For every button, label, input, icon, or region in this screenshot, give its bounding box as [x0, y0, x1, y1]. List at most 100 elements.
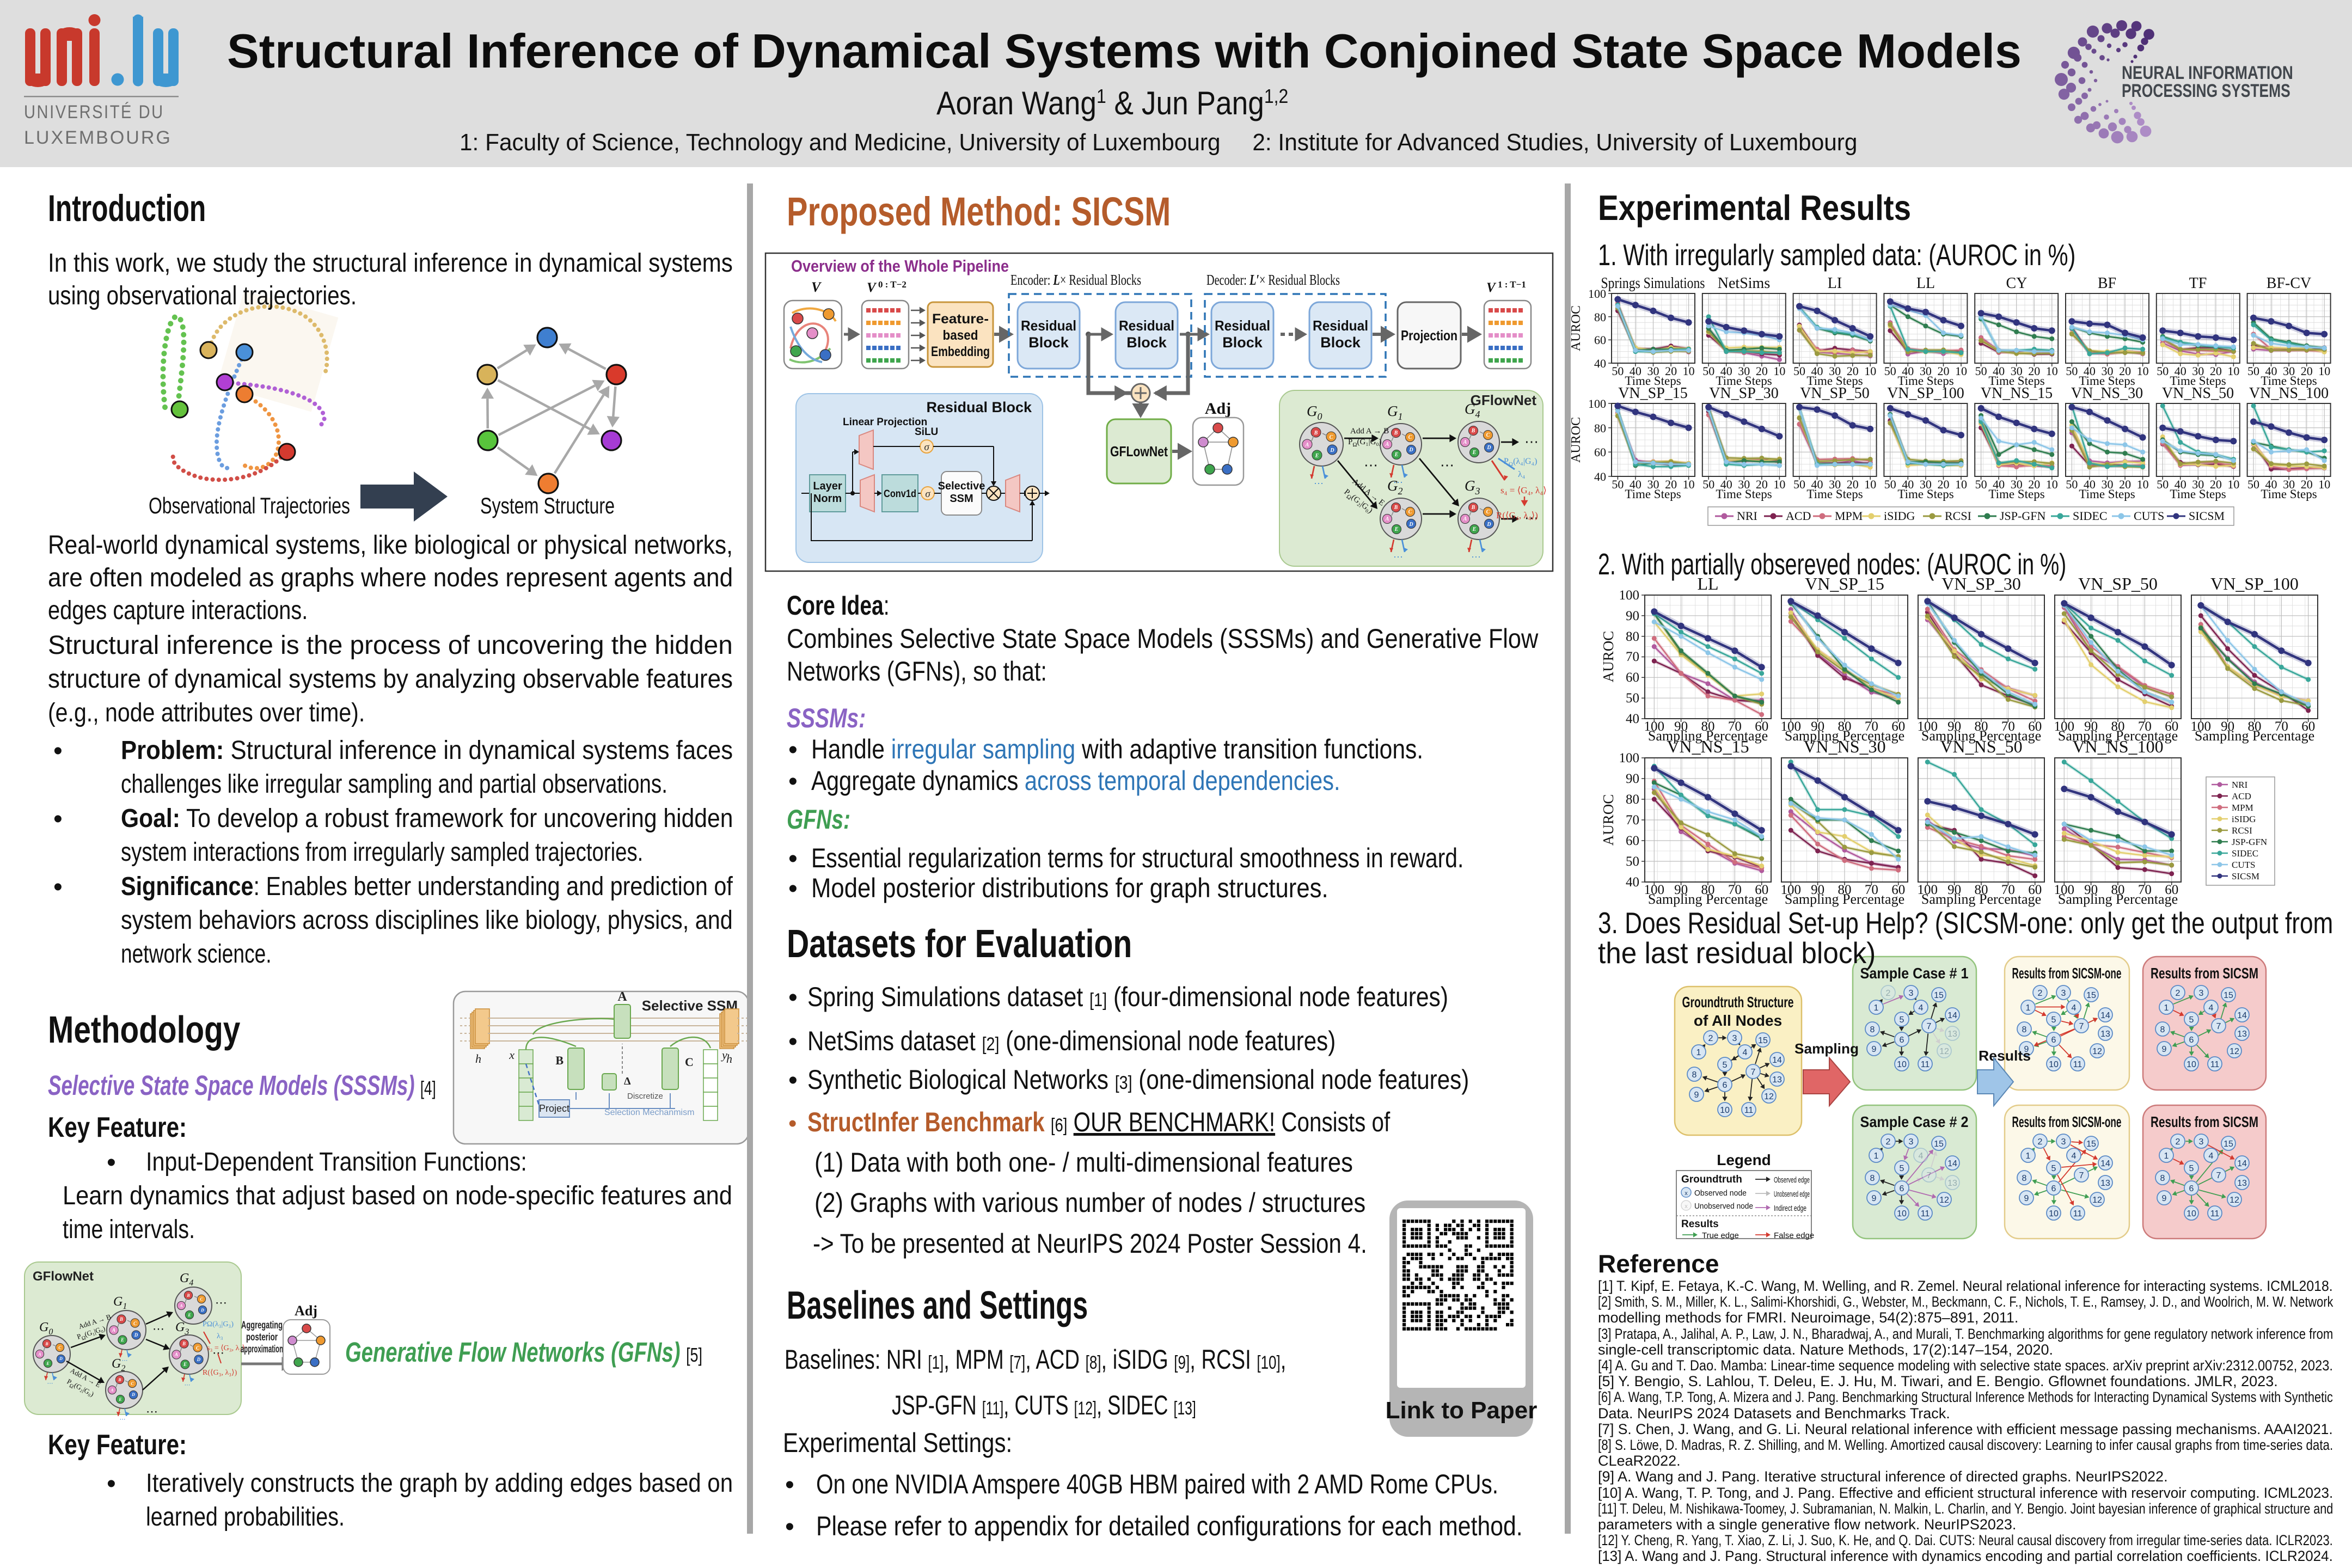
svg-text:Observed edge: Observed edge: [1774, 1175, 1810, 1185]
svg-text:4: 4: [1919, 1152, 1924, 1161]
svg-text:Time Steps: Time Steps: [2170, 374, 2226, 388]
svg-text:10: 10: [2046, 364, 2058, 378]
svg-text:SiLU: SiLU: [915, 426, 938, 438]
svg-text:Block: Block: [1028, 334, 1069, 351]
svg-text:7: 7: [1927, 1022, 1932, 1031]
svg-text:30: 30: [1829, 477, 1841, 491]
svg-text:SICSM: SICSM: [2232, 871, 2259, 881]
svg-text:100: 100: [1588, 397, 1606, 411]
svg-text:50: 50: [2066, 364, 2078, 378]
svg-text:30: 30: [2192, 364, 2204, 378]
svg-text:A: A: [112, 1327, 115, 1333]
svg-text:20: 20: [2210, 364, 2222, 378]
svg-text:10: 10: [1773, 477, 1785, 491]
svg-text:50: 50: [1626, 854, 1639, 869]
svg-text:20: 20: [1938, 364, 1950, 378]
svg-text:100: 100: [1588, 287, 1606, 301]
svg-text:Time Steps: Time Steps: [1625, 487, 1681, 501]
svg-text:Decoder: L′× Residual Blocks: Decoder: L′× Residual Blocks: [1206, 272, 1340, 288]
svg-text:12: 12: [1939, 1196, 1949, 1205]
svg-text:Time Steps: Time Steps: [1897, 487, 1953, 501]
svg-text:10: 10: [1955, 477, 1967, 491]
svg-text:5: 5: [2051, 1164, 2056, 1173]
svg-text:11: 11: [1921, 1060, 1930, 1069]
svg-text:7: 7: [2216, 1022, 2221, 1031]
svg-text:RCSI: RCSI: [1945, 509, 1971, 523]
svg-text:iSIDG: iSIDG: [1884, 509, 1915, 523]
svg-text:MPM: MPM: [1835, 509, 1863, 523]
svg-text:GFlowNet: GFlowNet: [1471, 392, 1537, 408]
svg-text:2: 2: [2038, 989, 2043, 998]
svg-text:15: 15: [2224, 1140, 2233, 1149]
svg-text:VN_SP_30: VN_SP_30: [1709, 385, 1779, 402]
svg-text:9: 9: [2162, 1045, 2167, 1054]
svg-text:Time Steps: Time Steps: [1806, 487, 1863, 501]
svg-text:Sampling Percentage: Sampling Percentage: [2195, 728, 2314, 744]
svg-text:Sampling Percentage: Sampling Percentage: [1648, 891, 1768, 907]
svg-text:30: 30: [1647, 364, 1659, 378]
svg-text:Unobserved edge: Unobserved edge: [1774, 1190, 1810, 1199]
svg-text:⋯: ⋯: [122, 1357, 128, 1364]
svg-text:Selective SSM: Selective SSM: [642, 997, 738, 1014]
svg-text:6: 6: [2051, 1036, 2056, 1045]
svg-text:Project: Project: [539, 1103, 569, 1114]
svg-text:B: B: [555, 1054, 564, 1067]
svg-text:40: 40: [1626, 875, 1639, 890]
svg-text:λ₃: λ₃: [217, 1332, 223, 1340]
svg-text:GFlowNet: GFlowNet: [33, 1269, 94, 1284]
svg-text:A: A: [1463, 516, 1467, 522]
svg-text:10: 10: [2318, 477, 2330, 491]
svg-text:7: 7: [2079, 1171, 2084, 1180]
svg-text:JSP-GFN: JSP-GFN: [2232, 837, 2267, 847]
svg-text:3: 3: [2061, 989, 2066, 998]
svg-text:CUTS: CUTS: [2232, 860, 2255, 870]
svg-text:LL: LL: [1697, 574, 1718, 593]
svg-text:Block: Block: [1320, 334, 1361, 351]
svg-text:40: 40: [2175, 477, 2186, 491]
svg-text:20: 20: [2028, 477, 2040, 491]
svg-text:D: D: [134, 1332, 138, 1338]
svg-text:70: 70: [1626, 813, 1639, 828]
svg-text:6: 6: [1723, 1081, 1728, 1090]
svg-text:30: 30: [2011, 477, 2023, 491]
svg-text:VN_SP_15: VN_SP_15: [1805, 574, 1884, 593]
svg-text:Groundtruth Structure: Groundtruth Structure: [1682, 994, 1794, 1010]
svg-text:A: A: [1463, 439, 1467, 445]
svg-text:D: D: [1486, 522, 1491, 528]
svg-text:B: B: [1394, 430, 1398, 436]
svg-text:9: 9: [1872, 1045, 1877, 1054]
svg-text:CY: CY: [2006, 275, 2028, 292]
svg-text:σ: σ: [925, 488, 930, 500]
svg-text:VN_NS_100: VN_NS_100: [2072, 737, 2163, 756]
svg-text:3: 3: [2199, 1137, 2204, 1147]
svg-text:10: 10: [1897, 1060, 1907, 1069]
svg-text:4: 4: [1919, 1003, 1924, 1013]
svg-text:h: h: [475, 1052, 481, 1065]
svg-text:C: C: [200, 1297, 203, 1302]
svg-text:D: D: [1408, 447, 1413, 453]
svg-text:Aggregating: Aggregating: [241, 1320, 283, 1331]
svg-text:50: 50: [1793, 477, 1805, 491]
svg-text:11: 11: [2073, 1209, 2082, 1218]
svg-text:CUTS: CUTS: [2134, 509, 2164, 523]
svg-text:5: 5: [2189, 1164, 2194, 1173]
svg-text:⋯: ⋯: [1524, 433, 1539, 450]
svg-text:⋯: ⋯: [1393, 477, 1403, 488]
svg-text:2: 2: [1886, 989, 1891, 998]
svg-text:10: 10: [2049, 1209, 2059, 1218]
svg-text:30: 30: [2011, 364, 2023, 378]
svg-text:1: 1: [2026, 1152, 2031, 1161]
svg-text:2: 2: [2176, 1137, 2180, 1147]
svg-text:based: based: [943, 328, 978, 343]
svg-text:Sampling: Sampling: [1794, 1040, 1859, 1057]
svg-text:100: 100: [1619, 751, 1640, 765]
svg-text:2: 2: [2176, 989, 2180, 998]
svg-text:Block: Block: [1126, 334, 1167, 351]
svg-text:30: 30: [1829, 364, 1841, 378]
svg-text:Sampling Percentage: Sampling Percentage: [2058, 891, 2178, 907]
svg-text:VN_SP_50: VN_SP_50: [1800, 385, 1870, 402]
svg-text:60: 60: [1626, 834, 1639, 848]
svg-text:Adj: Adj: [295, 1303, 317, 1319]
svg-text:8: 8: [1870, 1025, 1875, 1034]
svg-text:⋯: ⋯: [152, 1322, 164, 1336]
